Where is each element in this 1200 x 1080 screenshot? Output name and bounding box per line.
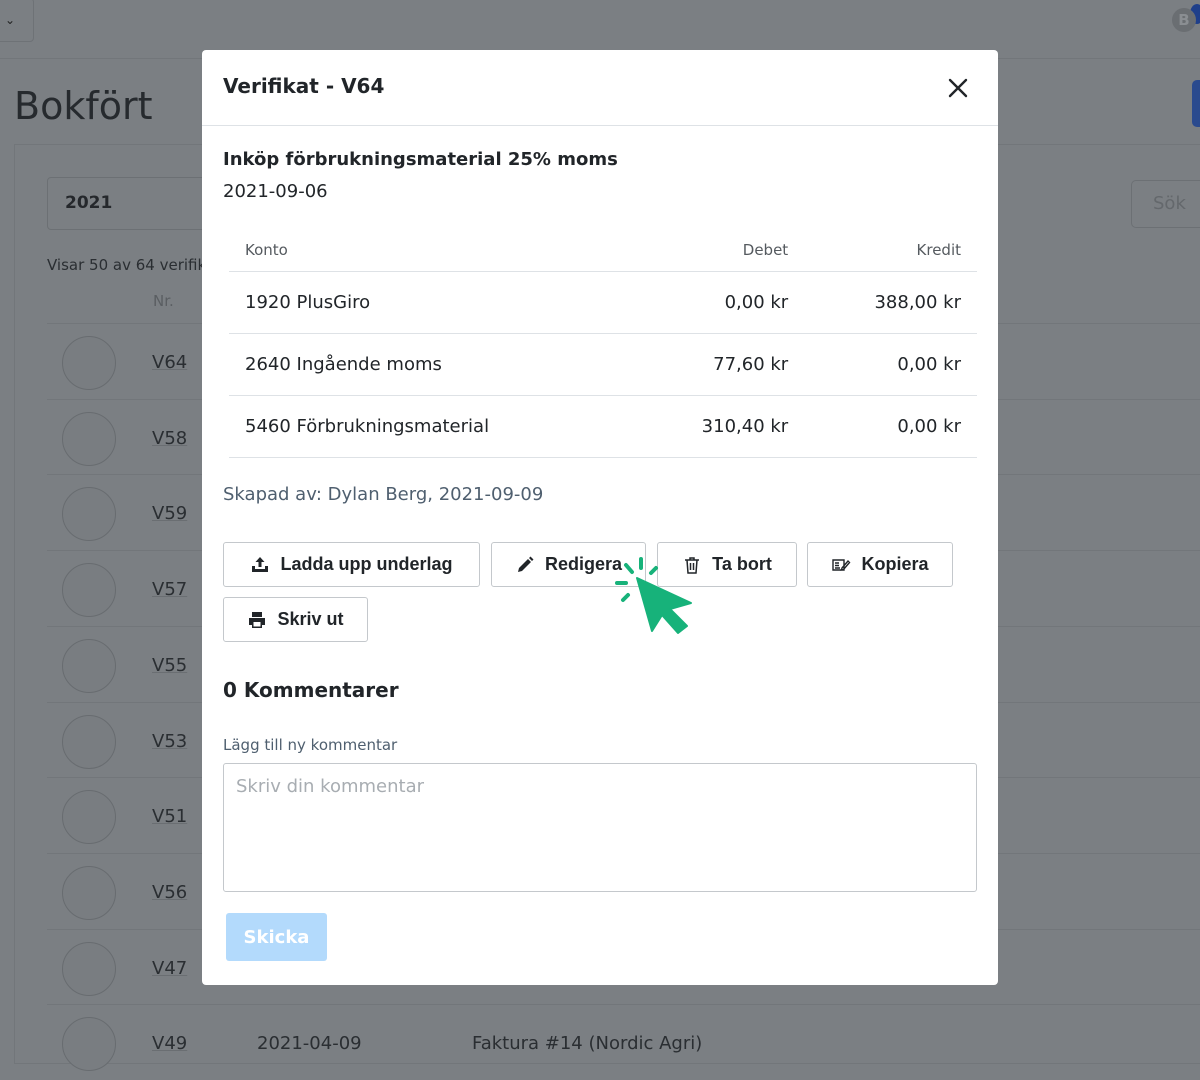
konto: 2640 Ingående moms [229, 333, 632, 396]
table-row: 5460 Förbrukningsmaterial 310,40 kr 0,00 k… [229, 395, 977, 458]
verifikat-nr[interactable]: V51 [152, 806, 188, 828]
comment-input[interactable] [223, 763, 977, 892]
table-row: 1920 PlusGiro 0,00 kr 388,00 kr [229, 271, 977, 334]
verifikat-description: Faktura #14 (Nordic Agri) [472, 1033, 703, 1055]
menu-dropdown[interactable]: ⌄ [0, 0, 34, 42]
verifikat-nr[interactable]: V55 [152, 654, 188, 676]
verifikat-nr[interactable]: V56 [152, 881, 188, 903]
print-label: Skriv ut [277, 609, 344, 629]
table-row: 2640 Ingående moms 77,60 kr 0,00 kr [229, 333, 977, 396]
receipt-thumbnail [62, 865, 116, 920]
upload-icon [252, 556, 269, 572]
column-konto: Konto [229, 230, 632, 272]
page-title: Bokfört [14, 84, 153, 128]
receipt-thumbnail [62, 1017, 116, 1072]
column-kredit: Kredit [804, 230, 977, 272]
delete-button[interactable]: Ta bort [657, 542, 797, 587]
column-nr: Nr. [153, 292, 174, 310]
list-item[interactable]: V64 [47, 323, 1200, 399]
search-button[interactable]: Sök [1131, 180, 1200, 228]
verifikat-modal: Verifikat - V64 Inköp förbrukningsmateri… [202, 50, 998, 985]
verifikat-date: 2021-04-09 [257, 1033, 362, 1055]
delete-label: Ta bort [712, 554, 772, 574]
pencil-icon [517, 556, 534, 572]
receipt-thumbnail [62, 714, 116, 769]
debet: 0,00 kr [631, 271, 805, 334]
column-debet: Debet [631, 230, 805, 272]
trash-icon [685, 556, 700, 574]
close-icon[interactable] [946, 76, 970, 100]
list-item[interactable]: V49 2021-04-09 Faktura #14 (Nordic Agri) [47, 1004, 1200, 1080]
modal-title: Verifikat - V64 [223, 74, 385, 98]
verifikat-description: Inköp förbrukningsmaterial 25% moms [223, 149, 618, 170]
konto: 1920 PlusGiro [229, 271, 632, 334]
kredit: 0,00 kr [804, 395, 977, 458]
verifikat-nr[interactable]: V53 [152, 730, 188, 752]
print-button[interactable]: Skriv ut [223, 597, 368, 642]
notification-dot [1190, 4, 1200, 24]
debet: 310,40 kr [631, 395, 805, 458]
debet: 77,60 kr [631, 333, 805, 396]
receipt-thumbnail [62, 563, 116, 618]
copy-icon [832, 558, 851, 571]
created-by: Skapad av: Dylan Berg, 2021-09-09 [223, 484, 544, 505]
receipt-thumbnail [62, 790, 116, 845]
verifikat-nr[interactable]: V57 [152, 579, 188, 601]
copy-label: Kopiera [861, 554, 929, 574]
kredit: 388,00 kr [804, 271, 977, 334]
avatar[interactable]: B [1172, 8, 1196, 32]
copy-button[interactable]: Kopiera [807, 542, 953, 587]
konto: 5460 Förbrukningsmaterial [229, 395, 632, 458]
comment-label: Lägg till ny kommentar [223, 736, 398, 754]
verifikat-nr[interactable]: V59 [152, 503, 188, 525]
comments-heading: 0 Kommentarer [223, 678, 399, 702]
chevron-down-icon: ⌄ [5, 13, 16, 27]
kredit: 0,00 kr [804, 333, 977, 396]
verifikat-nr[interactable]: V47 [152, 957, 188, 979]
edit-button[interactable]: Redigera [491, 542, 646, 587]
verifikat-nr[interactable]: V49 [152, 1033, 188, 1055]
verifikat-nr[interactable]: V64 [152, 352, 188, 373]
receipt-thumbnail [62, 638, 116, 693]
edit-label: Redigera [544, 554, 623, 574]
upload-label: Ladda upp underlag [280, 554, 453, 574]
verifikat-date: 2021-09-06 [223, 181, 328, 202]
submit-button[interactable]: Skicka [226, 913, 327, 961]
printer-icon [249, 611, 266, 628]
receipt-thumbnail [62, 336, 116, 390]
upload-button[interactable]: Ladda upp underlag [223, 542, 480, 587]
modal-header: Verifikat - V64 [202, 50, 998, 126]
receipt-thumbnail [62, 941, 116, 996]
verifikat-nr[interactable]: V58 [152, 427, 188, 449]
receipt-thumbnail [62, 487, 116, 542]
entries-table: Konto Debet Kredit 1920 PlusGiro 0,00 kr 3… [229, 230, 977, 458]
showing-count: Visar 50 av 64 verifikat [47, 256, 221, 274]
primary-button[interactable] [1192, 80, 1200, 127]
receipt-thumbnail [62, 411, 116, 466]
